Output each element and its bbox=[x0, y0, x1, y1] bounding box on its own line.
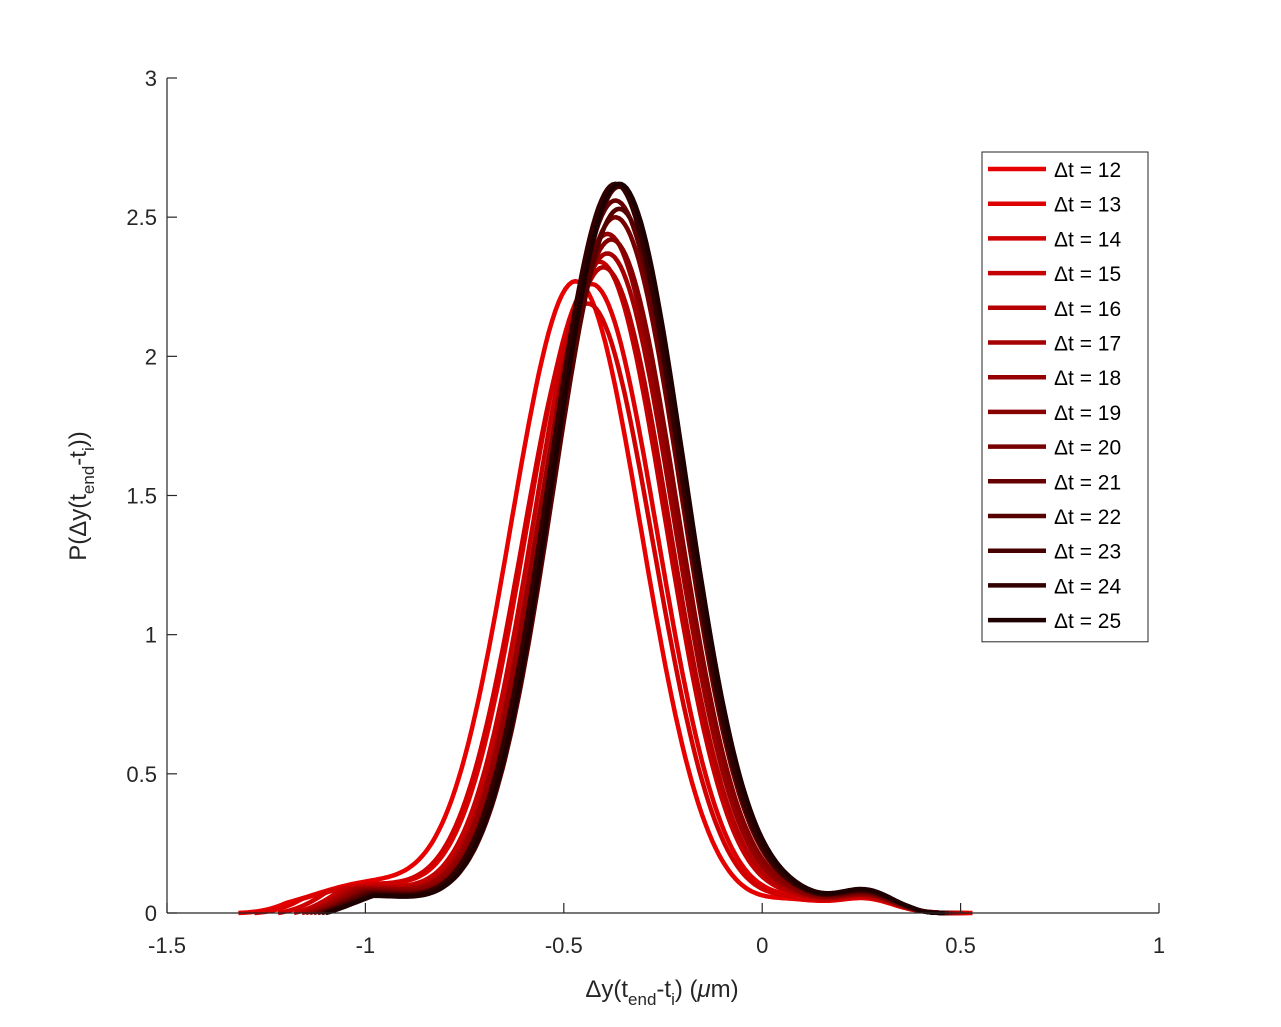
series-line bbox=[238, 278, 973, 916]
series-line bbox=[277, 301, 965, 916]
legend-label: Δt = 12 bbox=[1054, 159, 1121, 182]
series-line bbox=[293, 259, 961, 916]
x-tick-label: 0.5 bbox=[945, 933, 976, 958]
axes: -1.5 -1 -0.5 0 0.5 1 0 0.5 1 1.5 2 2.5 3 bbox=[126, 66, 1165, 958]
y-tick-label: 2 bbox=[145, 344, 157, 369]
legend-label: Δt = 14 bbox=[1054, 228, 1121, 251]
legend-label: Δt = 24 bbox=[1054, 575, 1121, 598]
y-tick-label: 3 bbox=[145, 66, 157, 91]
y-tick-label: 0.5 bbox=[126, 762, 157, 787]
legend-label: Δt = 19 bbox=[1054, 402, 1121, 425]
legend-label: Δt = 17 bbox=[1054, 333, 1121, 356]
y-tick-label: 0 bbox=[145, 901, 157, 926]
legend-label: Δt = 20 bbox=[1054, 437, 1121, 460]
y-tick-label: 2.5 bbox=[126, 205, 157, 230]
legend-label: Δt = 21 bbox=[1054, 471, 1121, 494]
legend-label: Δt = 25 bbox=[1054, 610, 1121, 633]
x-tick-label: 0 bbox=[756, 933, 768, 958]
legend-box bbox=[981, 151, 1149, 643]
legend-label: Δt = 23 bbox=[1054, 541, 1121, 564]
series-line bbox=[305, 251, 953, 916]
y-tick-label: 1.5 bbox=[126, 484, 157, 509]
series-line bbox=[325, 181, 945, 916]
legend-label: Δt = 13 bbox=[1054, 194, 1121, 217]
y-tick-label: 1 bbox=[145, 623, 157, 648]
series-line bbox=[301, 265, 957, 916]
series-curves bbox=[238, 181, 973, 916]
x-tick-label: -1.5 bbox=[148, 933, 186, 958]
series-line bbox=[321, 206, 945, 916]
legend-label: Δt = 18 bbox=[1054, 367, 1121, 390]
legend-label: Δt = 15 bbox=[1054, 263, 1121, 286]
series-line bbox=[317, 214, 949, 916]
x-axis-label: Δy(tend-ti) (μm) bbox=[585, 976, 738, 1009]
y-axis-label: P(Δy(tend-ti)) bbox=[65, 431, 98, 561]
legend-label: Δt = 22 bbox=[1054, 506, 1121, 529]
legend-label: Δt = 16 bbox=[1054, 298, 1121, 321]
x-tick-label: -0.5 bbox=[545, 933, 583, 958]
x-tick-label: -1 bbox=[356, 933, 376, 958]
x-tick-label: 1 bbox=[1153, 933, 1165, 958]
legend: Δt = 12 Δt = 13 Δt = 14 Δt = 15 Δt = 16 Δt = … bbox=[981, 151, 1149, 643]
